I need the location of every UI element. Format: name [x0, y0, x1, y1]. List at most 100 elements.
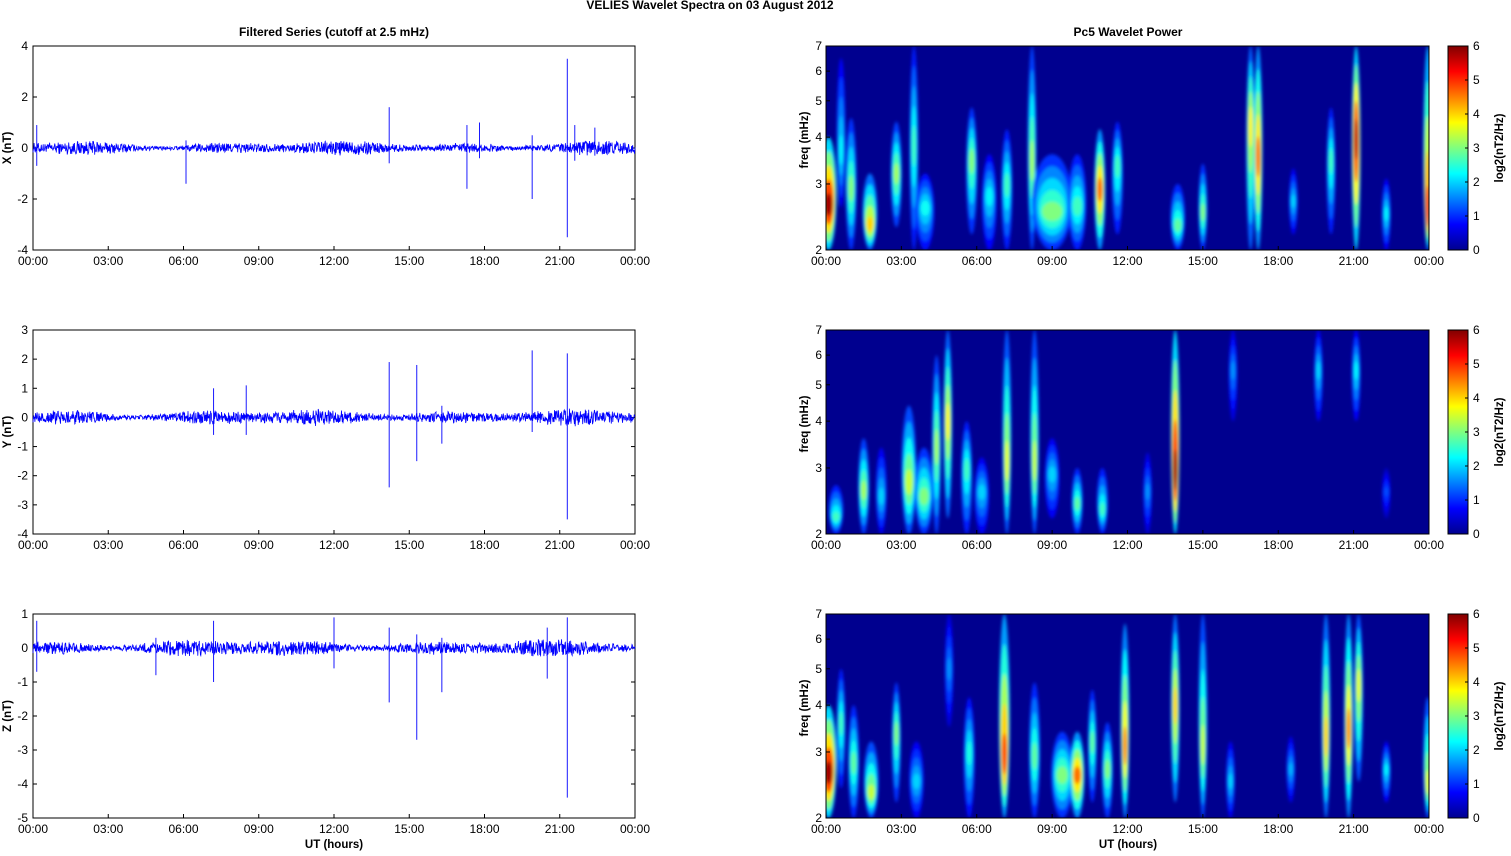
x-power-blob — [1425, 185, 1429, 227]
z-colorbar-tick-label: 3 — [1473, 709, 1480, 723]
figure-title: VELIES Wavelet Spectra on 03 August 2012 — [586, 0, 834, 12]
z-series-xtick-label: 06:00 — [168, 822, 198, 836]
z-power-blob — [1031, 742, 1038, 770]
z-ylabel: Z (nT) — [2, 700, 14, 732]
z-power-blob — [1173, 686, 1178, 725]
z-power-blob — [1425, 770, 1429, 795]
z-ytick-label: 1 — [21, 607, 28, 621]
y-ytick-label: 3 — [21, 323, 28, 337]
y-power-blob — [978, 484, 986, 500]
z-power-blob — [912, 773, 921, 789]
left-xlabel: UT (hours) — [305, 839, 363, 851]
z-power-blob — [850, 751, 857, 775]
z-freq-tick-label: 7 — [815, 607, 822, 621]
x-power-blob — [1255, 136, 1261, 178]
x-spectrum-xtick-label: 03:00 — [886, 254, 916, 268]
x-series-panel: -4 -2 0 2 4 00:00 03:00 06:00 09:00 12:00 15:00 18:… — [2, 39, 650, 268]
z-freq-tick-label: 3 — [815, 745, 822, 759]
y-series-xtick-label: 18:00 — [469, 538, 499, 552]
x-wavelet-panel: 2 3 4 5 6 7 00:00 03:00 06:00 09:00 12:00 15:00 18:0… — [799, 39, 1444, 268]
x-colorbar-tick-label: 1 — [1473, 209, 1480, 223]
x-series-xtick-label: 06:00 — [168, 254, 198, 268]
z-colorbar-tick-label: 5 — [1473, 641, 1480, 655]
x-ytick-label: 2 — [21, 90, 28, 104]
y-power-blob — [934, 429, 939, 465]
x-series-xtick-label: 00:00 — [18, 254, 48, 268]
x-power-blob — [1248, 106, 1253, 148]
y-series-xtick-label: 12:00 — [319, 538, 349, 552]
y-colorbar: 0 1 2 3 4 5 6 log2(nT2/Hz) — [1447, 323, 1506, 541]
x-power-blob — [1200, 203, 1206, 221]
y-ytick-label: -1 — [17, 440, 28, 454]
z-spectrum-xtick-label: 06:00 — [962, 822, 992, 836]
y-series-xtick-label: 15:00 — [394, 538, 424, 552]
x-ytick-label: 0 — [21, 141, 28, 155]
x-colorbar-tick-label: 2 — [1473, 175, 1480, 189]
y-ytick-label: -3 — [17, 498, 28, 512]
y-power-blob — [860, 480, 867, 500]
x-freq-tick-label: 2 — [815, 243, 822, 257]
z-spectrum-xtick-label: 00:00 — [811, 822, 841, 836]
x-freq-tick-label: 6 — [815, 64, 822, 78]
z-colorbar-tick-label: 1 — [1473, 777, 1480, 791]
y-ytick-label: 2 — [21, 352, 28, 366]
z-freq-tick-label: 6 — [815, 632, 822, 646]
x-spectrum-xtick-label: 18:00 — [1263, 254, 1293, 268]
x-spectrum-xtick-label: 21:00 — [1339, 254, 1369, 268]
y-series-xtick-label: 09:00 — [244, 538, 274, 552]
z-colorbar: 0 1 2 3 4 5 6 log2(nT2/Hz) — [1447, 607, 1506, 825]
y-spectrum-xtick-label: 00:00 — [1414, 538, 1444, 552]
x-ytick-label: 4 — [21, 39, 28, 53]
y-freq-tick-label: 4 — [815, 414, 822, 428]
z-power-blob — [1001, 733, 1008, 775]
right-column-title: Pc5 Wavelet Power — [1074, 25, 1183, 39]
y-power-blob — [1230, 361, 1236, 380]
z-spectrum-blobs — [826, 614, 1429, 818]
x-ytick-label: -2 — [17, 192, 28, 206]
x-colorbar-tick-label: 5 — [1473, 73, 1480, 87]
z-series-xtick-label: 00:00 — [18, 822, 48, 836]
z-ytick-label: -1 — [17, 675, 28, 689]
x-power-blob — [866, 216, 874, 232]
x-spectrum-xtick-label: 06:00 — [962, 254, 992, 268]
z-series-xtick-label: 03:00 — [93, 822, 123, 836]
y-ytick-label: -2 — [17, 469, 28, 483]
z-ytick-label: -5 — [17, 811, 28, 825]
y-spectrum-xtick-label: 09:00 — [1037, 538, 1067, 552]
x-power-blob — [893, 163, 900, 185]
y-power-blob — [1004, 440, 1010, 482]
z-power-blob — [1356, 668, 1361, 703]
y-series-xtick-label: 06:00 — [168, 538, 198, 552]
y-power-blob — [1048, 466, 1056, 483]
y-spectrum-xtick-label: 03:00 — [886, 538, 916, 552]
x-series-trace — [32, 140, 636, 156]
x-spectrum-xtick-label: 12:00 — [1112, 254, 1142, 268]
x-freq-tick-label: 3 — [815, 177, 822, 191]
y-spectrum-xtick-label: 21:00 — [1339, 538, 1369, 552]
z-power-blob — [1056, 766, 1068, 784]
y-power-blob — [1032, 440, 1037, 482]
z-freq-tick-label: 4 — [815, 698, 822, 712]
y-spectrum-xtick-label: 12:00 — [1112, 538, 1142, 552]
x-freq-label: freq (mHz) — [799, 111, 811, 168]
z-colorbar-tick-label: 6 — [1473, 607, 1480, 621]
x-power-blob — [1004, 173, 1010, 198]
y-power-blob — [1353, 361, 1359, 380]
x-colorbar: 0 1 2 3 4 5 6 log2(nT2/Hz) — [1447, 39, 1506, 257]
x-freq-tick-label: 7 — [815, 39, 822, 53]
x-colorbar-tick-label: 3 — [1473, 141, 1480, 155]
z-ytick-label: -3 — [17, 743, 28, 757]
z-power-blob — [1104, 759, 1111, 779]
x-power-blob — [1042, 201, 1063, 221]
y-wavelet-panel: 2 3 4 5 6 7 00:00 03:00 06:00 09:00 12:00 15:00 18:0… — [799, 323, 1444, 552]
z-power-blob — [1090, 731, 1095, 754]
y-colorbar-tick-label: 3 — [1473, 425, 1480, 439]
z-power-blob — [946, 657, 952, 681]
z-power-blob — [1346, 708, 1351, 749]
y-colorbar-tick-label: 0 — [1473, 527, 1480, 541]
x-power-blob — [985, 187, 993, 207]
x-colorbar-tick-label: 6 — [1473, 39, 1480, 53]
x-series-xtick-label: 03:00 — [93, 254, 123, 268]
